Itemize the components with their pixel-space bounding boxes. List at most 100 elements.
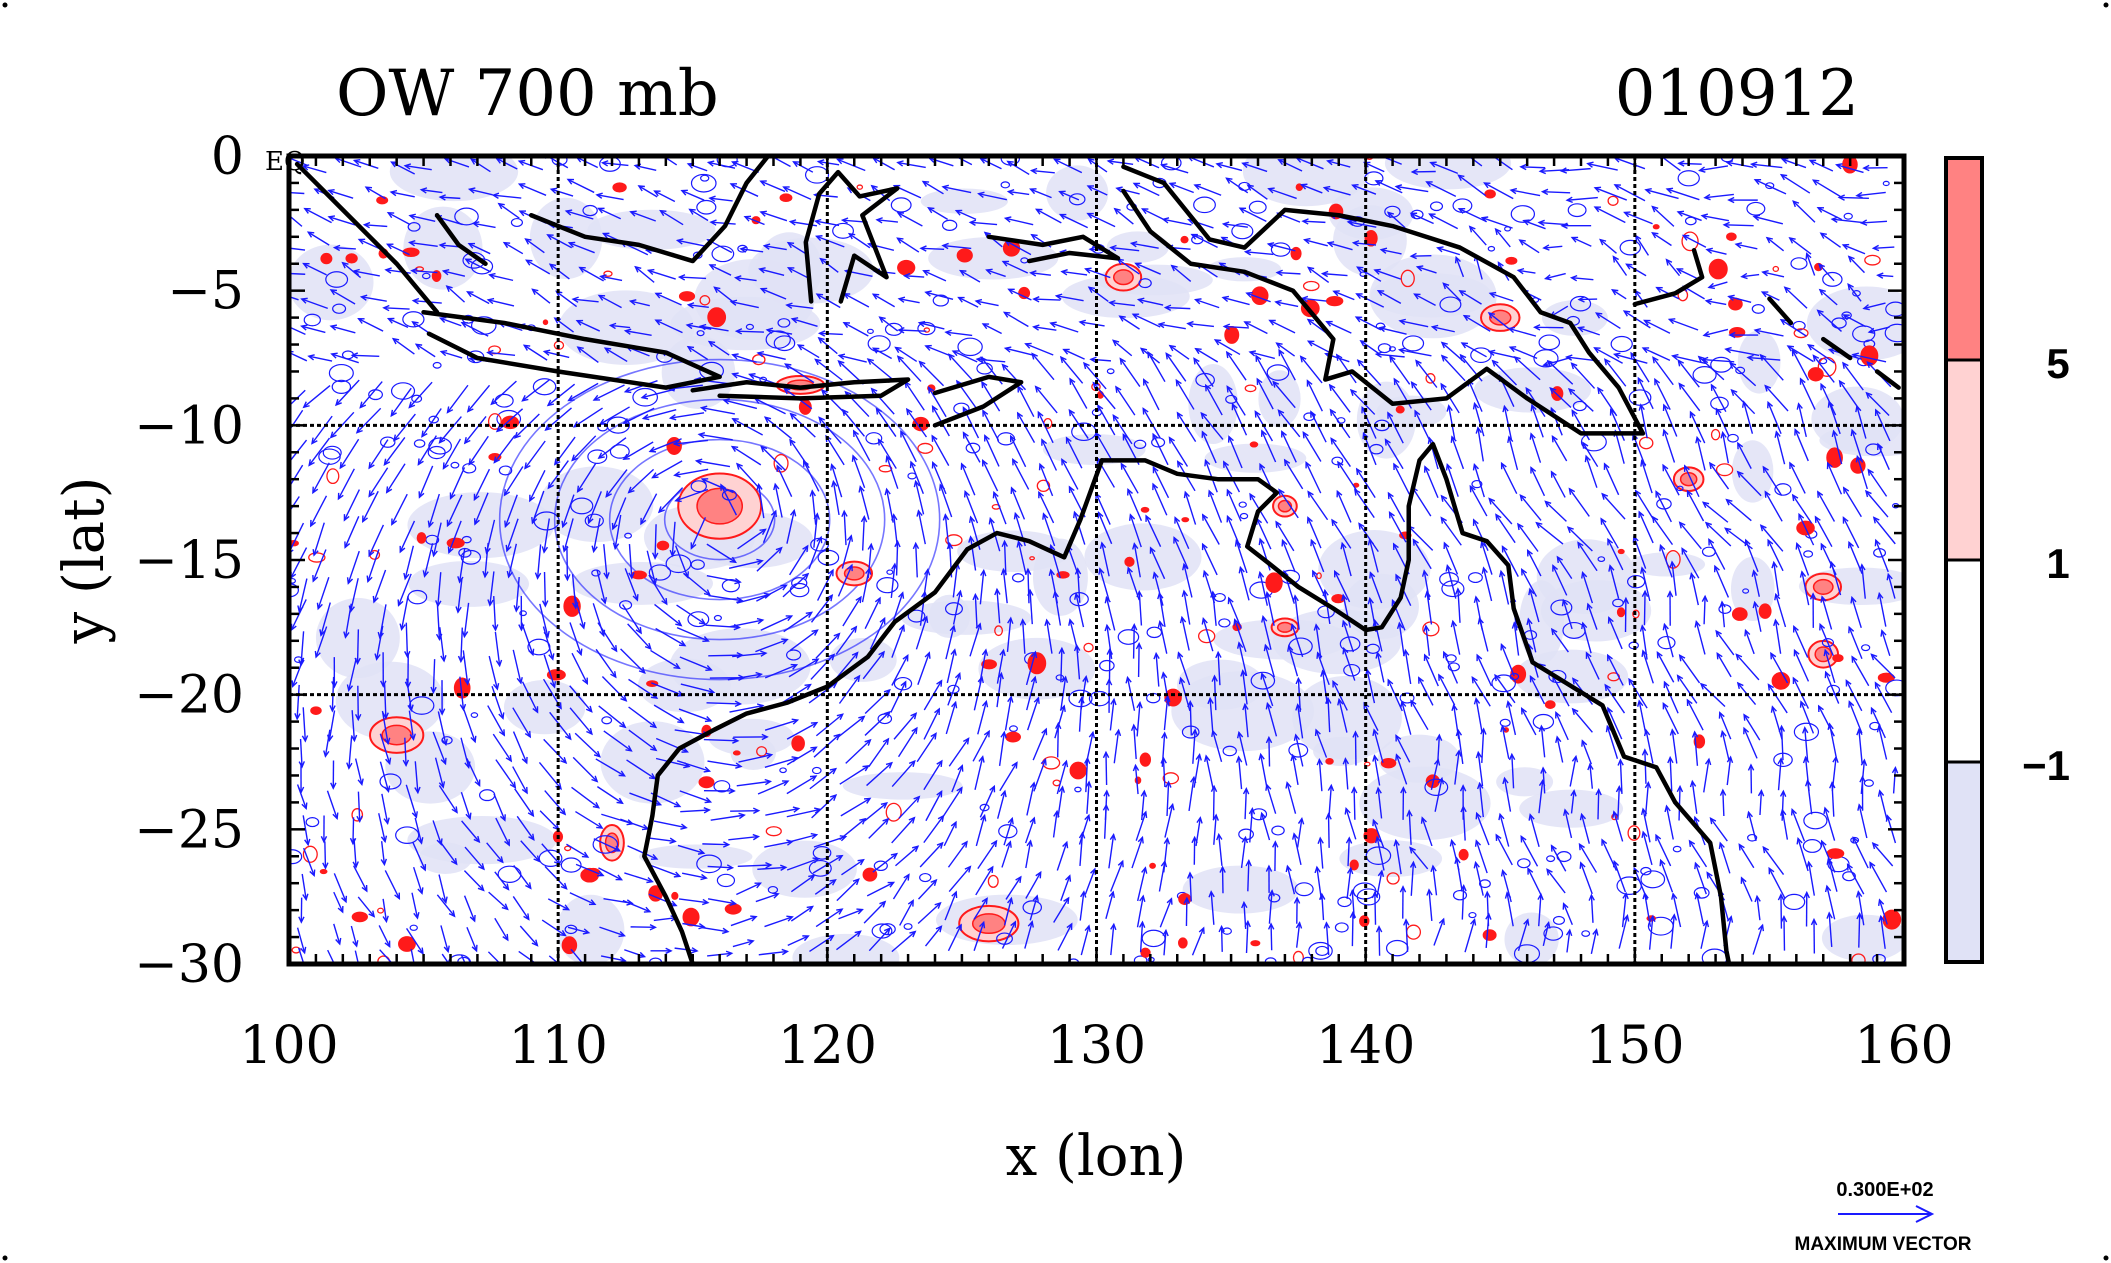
wind-vector-head	[1788, 236, 1796, 244]
wind-vector-head	[856, 908, 864, 915]
wind-vector	[541, 919, 566, 937]
wind-vector-head	[1638, 510, 1645, 518]
wind-vector-head	[1770, 651, 1777, 660]
wind-vector	[1818, 705, 1835, 737]
wind-vector-head	[729, 899, 738, 907]
wind-vector-head	[1106, 158, 1115, 165]
wind-vector	[1135, 262, 1161, 275]
colorbar-label-5: 5	[2046, 340, 2069, 387]
wind-vector	[1210, 891, 1215, 925]
negative-ow-region	[1384, 156, 1512, 190]
wind-vector	[1513, 622, 1520, 656]
wind-vector	[349, 578, 359, 612]
y-tick-label: −25	[134, 800, 244, 860]
wind-vector-head	[911, 845, 920, 853]
positive-ow-speck	[561, 936, 578, 955]
wind-vector	[783, 186, 812, 201]
wind-vector-head	[333, 966, 338, 972]
wind-vector	[335, 157, 362, 168]
wind-vector	[999, 762, 1018, 792]
wind-vector	[1542, 767, 1546, 794]
wind-vector	[405, 784, 418, 818]
wind-vector-head	[1204, 754, 1211, 762]
wind-vector-head	[759, 210, 767, 217]
wind-vector-head	[1163, 304, 1172, 311]
wind-vector-head	[698, 618, 707, 625]
wind-vector-head	[1560, 222, 1568, 229]
wind-vector	[1824, 807, 1836, 841]
wind-vector-head	[1030, 675, 1038, 684]
wind-vector-head	[851, 651, 859, 659]
wind-vector-head	[1826, 911, 1833, 919]
wind-vector-head	[1194, 298, 1202, 305]
wind-vector-head	[1345, 836, 1353, 844]
wind-vector	[1510, 189, 1541, 197]
wind-vector-head	[1780, 914, 1788, 923]
wind-vector	[1399, 320, 1429, 328]
wind-vector	[1373, 755, 1381, 786]
wind-vector-head	[1806, 344, 1815, 351]
negative-ow-contour	[1271, 825, 1285, 836]
wind-vector	[924, 925, 942, 947]
wind-vector-head	[879, 616, 886, 625]
wind-vector-head	[1072, 510, 1080, 519]
positive-ow-speck	[431, 270, 442, 282]
wind-vector-head	[587, 516, 594, 525]
wind-vector-head	[411, 297, 420, 305]
wind-vector	[1715, 630, 1735, 656]
negative-ow-contour	[1843, 212, 1853, 220]
wind-vector-head	[836, 713, 844, 720]
wind-vector-head	[957, 296, 965, 303]
negative-ow-contour	[601, 716, 613, 725]
wind-vector-head	[1459, 784, 1467, 792]
wind-vector-head	[1409, 860, 1417, 869]
x-tick-label: 100	[239, 1016, 338, 1076]
negative-ow-contour	[407, 222, 421, 232]
wind-vector-head	[601, 232, 610, 239]
wind-vector-head	[1550, 627, 1558, 636]
wind-vector	[655, 627, 686, 647]
wind-vector-head	[1277, 159, 1285, 165]
wind-vector	[1429, 213, 1459, 230]
wind-vector-head	[828, 653, 836, 661]
wind-vector-head	[1041, 727, 1048, 736]
positive-ow-core	[1112, 269, 1134, 286]
wind-vector	[649, 837, 676, 843]
wind-vector	[1247, 184, 1268, 200]
wind-vector	[289, 247, 306, 251]
wind-vector	[755, 893, 779, 903]
wind-vector	[1597, 387, 1618, 417]
wind-vector-head	[392, 434, 400, 442]
wind-vector-head	[1565, 196, 1573, 204]
wind-vector	[1162, 672, 1170, 707]
wind-vector-head	[708, 195, 716, 202]
wind-vector-head	[382, 712, 389, 720]
wind-vector-head	[1305, 460, 1312, 469]
wind-vector	[571, 435, 597, 461]
wind-vector	[1226, 351, 1247, 381]
wind-vector	[1547, 360, 1574, 385]
wind-vector-head	[278, 322, 284, 327]
wind-vector-head	[310, 519, 316, 528]
wind-vector-head	[890, 852, 899, 860]
wind-vector-head	[819, 257, 827, 265]
wind-vector	[1477, 427, 1484, 462]
wind-vector	[977, 358, 1006, 363]
wind-vector-head	[1379, 247, 1388, 254]
wind-vector-head	[1765, 236, 1773, 244]
wind-vector	[1189, 701, 1193, 736]
wind-vector-head	[981, 699, 989, 708]
wind-vector-head	[752, 833, 761, 841]
wind-vector-head	[912, 541, 920, 550]
negative-ow-contour	[1239, 512, 1249, 520]
cyclone-ring	[608, 438, 831, 601]
wind-vector-head	[809, 775, 818, 782]
wind-vector	[1551, 628, 1569, 653]
negative-ow-contour	[380, 436, 396, 448]
wind-vector	[943, 821, 957, 847]
wind-vector	[1793, 650, 1810, 682]
wind-vector	[836, 930, 861, 951]
wind-vector	[1296, 818, 1303, 848]
wind-vector-head	[852, 429, 859, 437]
wind-vector	[507, 543, 518, 578]
